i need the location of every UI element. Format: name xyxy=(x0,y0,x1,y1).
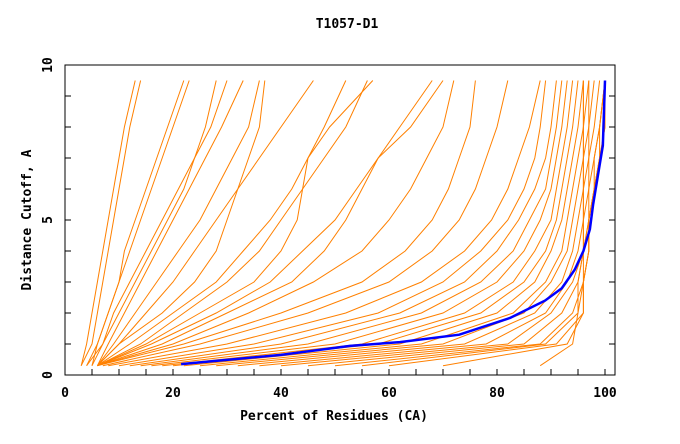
model-curve-6 xyxy=(86,80,217,366)
x-tick-label: 20 xyxy=(165,386,181,401)
model-curve-19 xyxy=(151,80,568,367)
model-curve-14 xyxy=(102,80,509,367)
model-curve-0 xyxy=(80,80,136,366)
y-tick-label: 10 xyxy=(41,57,56,73)
model-curve-12 xyxy=(97,80,455,367)
model-curve-33 xyxy=(539,80,584,367)
chart-title: T1057-D1 xyxy=(316,17,379,32)
model-curve-18 xyxy=(140,80,563,367)
model-curve-8 xyxy=(97,80,314,367)
model-curve-25 xyxy=(237,80,601,367)
series-group xyxy=(80,80,607,367)
y-tick-label: 5 xyxy=(41,216,56,224)
model-curve-10 xyxy=(97,80,374,367)
axes: 0 20 40 60 80 100 0 5 10 xyxy=(41,57,617,401)
model-curve-16 xyxy=(118,80,547,367)
y-axis-label: Distance Cutoff, A xyxy=(20,149,35,290)
model-curve-20 xyxy=(162,80,574,367)
model-curve-35 xyxy=(97,80,444,367)
x-tick-label: 100 xyxy=(593,386,617,401)
model-curve-5 xyxy=(96,80,244,366)
x-tick-label: 0 xyxy=(61,386,69,401)
model-curve-24 xyxy=(216,80,595,367)
model-curve-1 xyxy=(80,80,142,366)
y-tick-label: 0 xyxy=(41,371,56,379)
highlight-curve xyxy=(180,80,607,366)
model-curve-34 xyxy=(97,80,368,367)
model-curve-7 xyxy=(96,80,260,366)
model-curve-13 xyxy=(97,80,476,367)
model-curve-4 xyxy=(91,80,228,366)
x-axis-label: Percent of Residues (CA) xyxy=(240,409,428,424)
model-curve-17 xyxy=(129,80,557,367)
model-curve-3 xyxy=(91,80,185,366)
model-curve-36 xyxy=(97,80,266,367)
x-tick-label: 80 xyxy=(489,386,505,401)
model-curve-23 xyxy=(199,80,590,367)
model-curve-21 xyxy=(172,80,579,367)
x-tick-label: 40 xyxy=(273,386,289,401)
model-curve-9 xyxy=(97,80,347,367)
model-curve-11 xyxy=(97,80,433,367)
model-curve-15 xyxy=(108,80,541,367)
model-curve-22 xyxy=(183,80,584,367)
x-tick-label: 60 xyxy=(381,386,397,401)
